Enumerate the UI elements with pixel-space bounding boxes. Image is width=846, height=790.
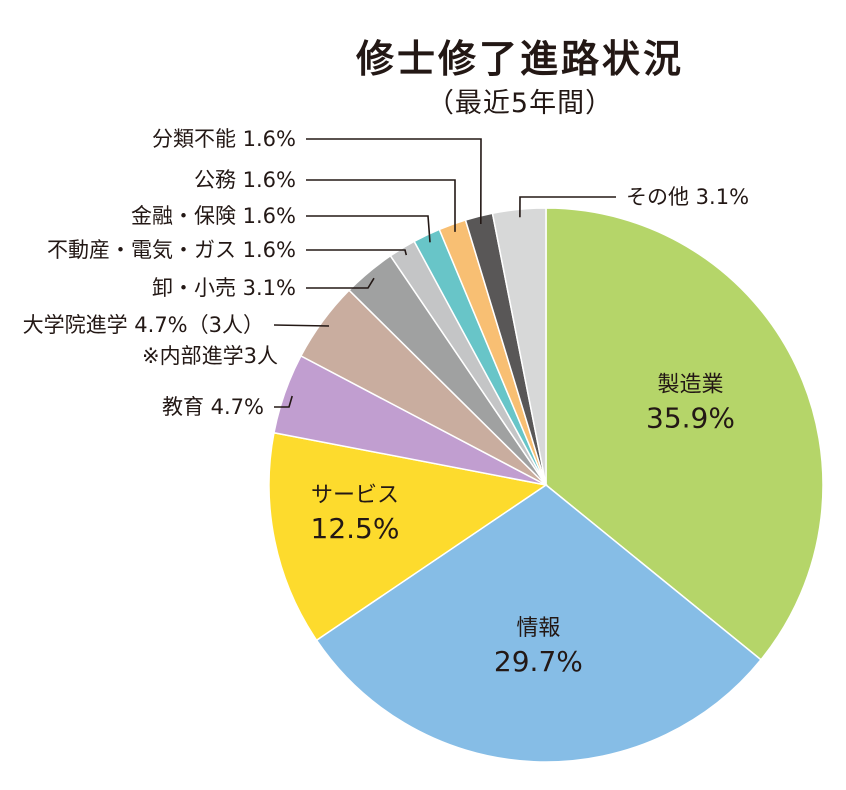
leader-line-4 — [273, 324, 330, 327]
slice-label-4: 大学院進学 4.7%（3人） — [23, 313, 264, 337]
slice-label-5: 卸・小売 3.1% — [152, 276, 296, 300]
leader-line-7 — [306, 215, 431, 243]
slice-name-label-0: 製造業 — [657, 372, 723, 397]
pie-slice-1 — [315, 484, 762, 763]
leader-line-3 — [274, 395, 293, 408]
slice-value-label-2: 12.5% — [311, 512, 400, 545]
chart-subtitle: （最近5年間） — [427, 88, 613, 119]
leader-lines — [273, 138, 616, 408]
leader-line-9 — [306, 138, 482, 225]
leader-line-8 — [306, 179, 456, 232]
pie-slice-2 — [268, 431, 548, 642]
slice-name-label-2: サービス — [311, 483, 399, 508]
slice-name-label-1: 情報 — [516, 616, 560, 641]
slice-value-label-1: 29.7% — [494, 645, 583, 678]
slice-label-8: 公務 1.6% — [194, 168, 296, 192]
slice-value-label-0: 35.9% — [646, 401, 735, 434]
slice-label-7: 金融・保険 1.6% — [131, 204, 296, 228]
leader-line-6 — [306, 249, 408, 256]
slice-note-4: ※内部進学3人 — [142, 344, 278, 368]
slice-label-6: 不動産・電気・ガス 1.6% — [47, 238, 296, 262]
pie-slices — [268, 207, 824, 763]
leader-line-5 — [306, 277, 375, 289]
leader-line-10 — [519, 196, 616, 218]
slice-label-3: 教育 4.7% — [162, 395, 264, 419]
pie-slice-10 — [491, 207, 547, 486]
slice-label-9: 分類不能 1.6% — [152, 127, 296, 151]
slice-label-10: その他 3.1% — [626, 185, 749, 209]
slice-labels: 製造業 35.9% 情報 29.7% サービス 12.5% 分類不能 1.6% 公務 1.6%… — [23, 127, 749, 678]
pie-slice-0 — [545, 207, 824, 661]
chart-title: 修士修了進路状況 — [356, 37, 684, 81]
